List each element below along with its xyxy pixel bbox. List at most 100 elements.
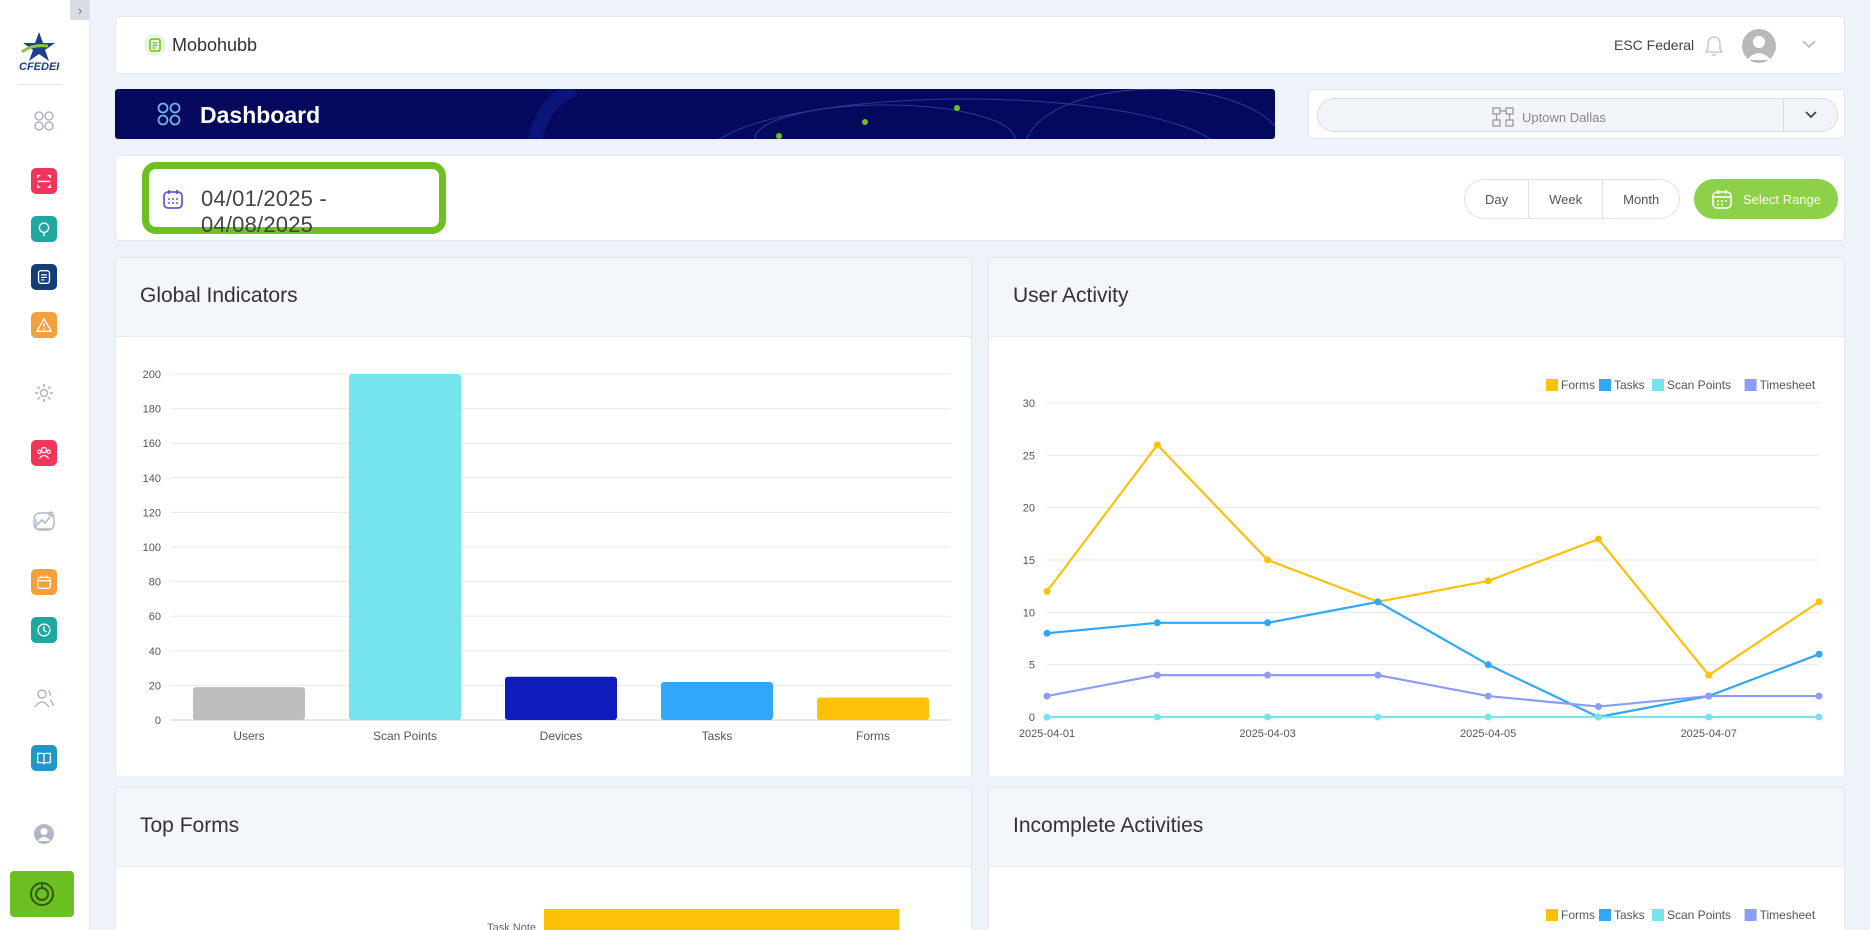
data-point[interactable] bbox=[1594, 703, 1602, 711]
bar-scan-points[interactable] bbox=[349, 374, 461, 720]
location-pin-icon[interactable] bbox=[31, 216, 57, 242]
data-point[interactable] bbox=[1484, 692, 1492, 700]
clock-icon[interactable] bbox=[31, 617, 57, 643]
profile-icon[interactable] bbox=[31, 821, 57, 847]
page-title: Dashboard bbox=[200, 102, 321, 128]
incomplete-activities-title: Incomplete Activities bbox=[1013, 814, 1204, 837]
users-icon[interactable] bbox=[31, 685, 57, 711]
day-button[interactable]: Day bbox=[1465, 180, 1530, 218]
legend-label[interactable]: Timesheet bbox=[1760, 908, 1816, 922]
date-range-picker[interactable]: 04/01/2025 - 04/08/2025 bbox=[142, 162, 446, 237]
legend-label[interactable]: Tasks bbox=[1614, 908, 1645, 922]
week-button[interactable]: Week bbox=[1529, 180, 1604, 218]
data-point[interactable] bbox=[1705, 692, 1713, 700]
data-point[interactable] bbox=[1705, 713, 1713, 721]
line-chart: 0 5 10 15 20 25 30 2025-04-01 2025-04-03 2025-04-… bbox=[1019, 378, 1823, 740]
bar-tasks[interactable] bbox=[661, 681, 773, 720]
brand[interactable]: Mobohubb bbox=[144, 34, 257, 56]
data-point[interactable] bbox=[1153, 619, 1161, 627]
location-label: Uptown Dallas bbox=[1492, 107, 1606, 127]
user-activity-card: User Activity 0 5 10 15 20 25 30 2025-04-01 2025… bbox=[988, 257, 1845, 776]
data-point[interactable] bbox=[1043, 629, 1051, 637]
book-icon[interactable] bbox=[31, 745, 57, 771]
y-tick-label: 100 bbox=[143, 542, 161, 554]
legend-label[interactable]: Scan Points bbox=[1667, 908, 1731, 922]
y-tick-label: 80 bbox=[149, 577, 161, 589]
data-point[interactable] bbox=[1264, 619, 1272, 627]
alert-icon[interactable] bbox=[31, 312, 57, 338]
legend-swatch bbox=[1652, 909, 1664, 921]
logo-divider bbox=[18, 84, 62, 85]
x-tick-label: Forms bbox=[856, 729, 890, 743]
gear-icon[interactable] bbox=[31, 380, 57, 406]
calendar-icon bbox=[1712, 190, 1732, 209]
data-point[interactable] bbox=[1264, 556, 1272, 564]
legend-label[interactable]: Forms bbox=[1561, 378, 1595, 392]
y-tick-label: 20 bbox=[1023, 503, 1035, 515]
bar-devices[interactable] bbox=[505, 676, 617, 720]
top-header: Mobohubb ESC Federal bbox=[115, 16, 1845, 74]
data-point[interactable] bbox=[1484, 661, 1492, 669]
data-point[interactable] bbox=[1153, 713, 1161, 721]
data-point[interactable] bbox=[1815, 713, 1823, 721]
data-point[interactable] bbox=[1594, 535, 1602, 543]
data-point[interactable] bbox=[1043, 587, 1051, 595]
data-point[interactable] bbox=[1815, 598, 1823, 606]
date-range-value: 04/01/2025 - 04/08/2025 bbox=[201, 186, 327, 237]
legend-label[interactable]: Forms bbox=[1561, 908, 1595, 922]
legend-swatch bbox=[1546, 379, 1558, 391]
legend-swatch bbox=[1744, 379, 1757, 391]
y-tick-label: 200 bbox=[143, 369, 161, 381]
data-point[interactable] bbox=[1815, 650, 1823, 658]
data-point[interactable] bbox=[1043, 713, 1051, 721]
legend-label[interactable]: Scan Points bbox=[1667, 378, 1731, 392]
y-tick-label: 30 bbox=[1023, 398, 1035, 410]
user-activity-chart: 0 5 10 15 20 25 30 2025-04-01 2025-04-03 2025-04-… bbox=[989, 336, 1844, 776]
data-point[interactable] bbox=[1153, 671, 1161, 679]
global-indicators-chart: 0 20 40 60 80 100 120 140 160 180 200 Users Scan Poi… bbox=[116, 336, 971, 776]
x-tick-label: 2025-04-01 bbox=[1019, 728, 1075, 740]
sidebar-collapse-toggle[interactable]: › bbox=[70, 0, 90, 20]
location-divider bbox=[1783, 99, 1784, 131]
forms-icon[interactable] bbox=[31, 264, 57, 290]
x-tick-label: Users bbox=[233, 729, 264, 743]
avatar-icon[interactable] bbox=[1742, 29, 1776, 63]
data-point[interactable] bbox=[1153, 441, 1161, 449]
organization-name: ESC Federal bbox=[1614, 37, 1695, 53]
data-point[interactable] bbox=[1043, 692, 1051, 700]
bar-users[interactable] bbox=[193, 687, 305, 720]
x-tick-label: 2025-04-07 bbox=[1681, 728, 1737, 740]
data-point[interactable] bbox=[1705, 671, 1713, 679]
chevron-down-icon[interactable] bbox=[1800, 37, 1818, 56]
location-select[interactable]: Uptown Dallas bbox=[1317, 98, 1838, 132]
y-tick-label: 40 bbox=[149, 646, 161, 658]
support-button[interactable] bbox=[10, 871, 74, 917]
team-icon[interactable] bbox=[31, 440, 57, 466]
legend-label[interactable]: Tasks bbox=[1614, 378, 1645, 392]
series-line-forms bbox=[1046, 443, 1820, 677]
data-point[interactable] bbox=[1594, 713, 1602, 721]
data-point[interactable] bbox=[1484, 577, 1492, 585]
calendar-icon[interactable] bbox=[31, 569, 57, 595]
data-point[interactable] bbox=[1374, 598, 1382, 606]
calendar-icon bbox=[162, 188, 184, 215]
y-tick-label: 0 bbox=[1029, 712, 1035, 724]
month-button[interactable]: Month bbox=[1603, 180, 1680, 218]
data-point[interactable] bbox=[1374, 713, 1382, 721]
bar-forms[interactable] bbox=[817, 697, 929, 720]
select-range-button[interactable]: Select Range bbox=[1694, 179, 1838, 219]
bar-chart: 0 20 40 60 80 100 120 140 160 180 200 Users Scan Poi… bbox=[143, 369, 951, 743]
data-point[interactable] bbox=[1264, 671, 1272, 679]
bell-icon[interactable] bbox=[1703, 34, 1725, 63]
chevron-down-icon[interactable] bbox=[1803, 108, 1819, 127]
scan-icon[interactable] bbox=[31, 168, 57, 194]
analytics-icon[interactable] bbox=[31, 508, 57, 534]
legend-label[interactable]: Timesheet bbox=[1760, 378, 1816, 392]
data-point[interactable] bbox=[1484, 713, 1492, 721]
global-indicators-title: Global Indicators bbox=[140, 284, 298, 307]
data-point[interactable] bbox=[1815, 692, 1823, 700]
data-point[interactable] bbox=[1264, 713, 1272, 721]
legend-swatch bbox=[1599, 909, 1611, 921]
data-point[interactable] bbox=[1374, 671, 1382, 679]
dashboard-icon[interactable] bbox=[31, 108, 57, 134]
